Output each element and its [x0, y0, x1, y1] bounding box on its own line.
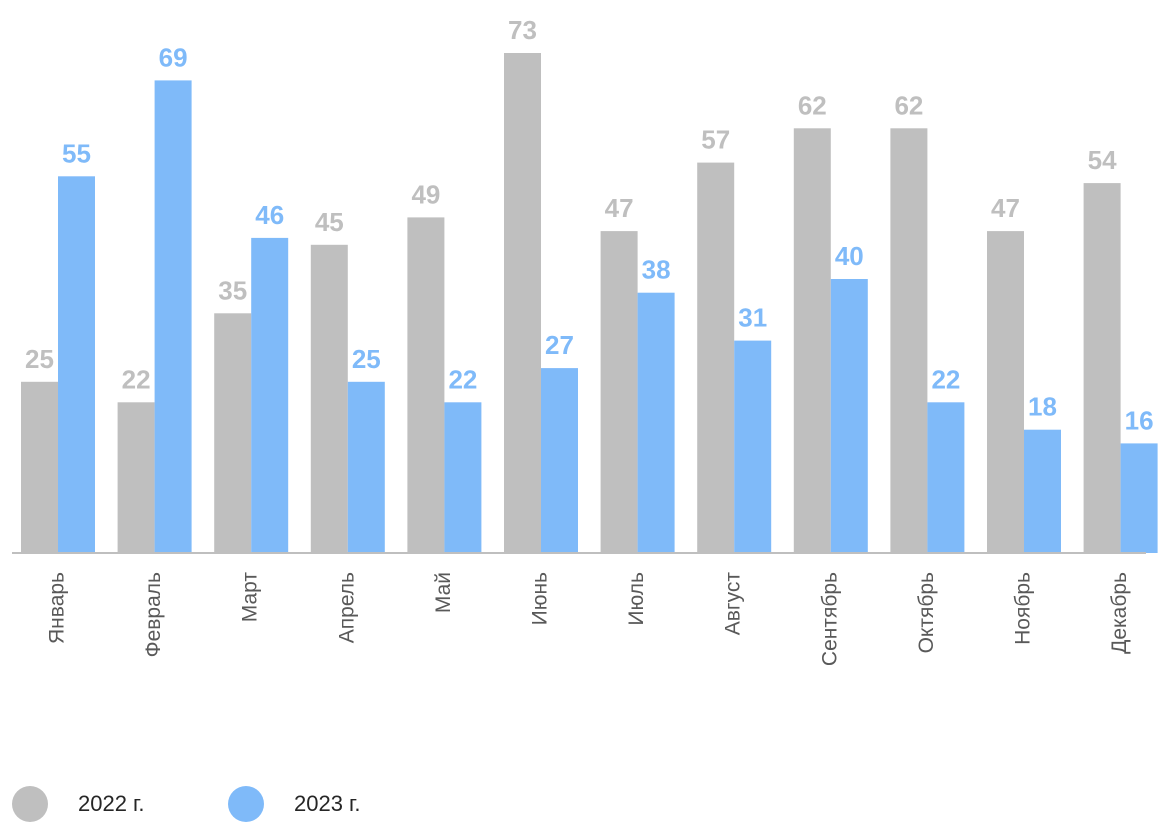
- bar-2023-г-июль: [637, 292, 675, 553]
- bar-2022-г-март: [214, 313, 252, 554]
- x-tick-label-сентябрь: Сентябрь: [818, 572, 841, 666]
- data-label-2023-г-июнь: 27: [545, 330, 574, 360]
- data-label-2023-г-ноябрь: 18: [1028, 392, 1057, 422]
- data-label-2022-г-апрель: 45: [315, 207, 344, 237]
- data-label-2023-г-апрель: 25: [352, 344, 381, 374]
- x-tick-label-май: Май: [432, 572, 455, 613]
- legend-label-2022: 2022 г.: [78, 791, 145, 816]
- data-label-2023-г-сентябрь: 40: [835, 241, 864, 271]
- data-label-2022-г-январь: 25: [25, 344, 54, 374]
- x-tick-label-июль: Июль: [625, 572, 648, 626]
- chart-category-labels: Январь Февраль Март Апрель Май Июнь Июль Август…: [46, 572, 1132, 666]
- chart-legend: 2022 г. 2023 г.: [0, 786, 1159, 822]
- bar-2022-г-май: [407, 217, 445, 553]
- chart-bars: [21, 53, 1158, 554]
- x-tick-label-март: Март: [239, 572, 262, 623]
- bar-2022-г-февраль: [117, 402, 155, 553]
- bar-2022-г-апрель: [310, 244, 348, 554]
- data-label-2022-г-декабрь: 54: [1088, 145, 1117, 175]
- bar-2023-г-сентябрь: [830, 279, 868, 553]
- bar-2022-г-декабрь: [1083, 183, 1121, 553]
- data-label-2022-г-июнь: 73: [508, 15, 537, 45]
- data-label-2023-г-май: 22: [448, 364, 477, 394]
- data-label-2022-г-август: 57: [701, 125, 730, 155]
- data-label-2023-г-январь: 55: [62, 138, 91, 168]
- bar-2022-г-сентябрь: [793, 128, 831, 554]
- data-label-2023-г-декабрь: 16: [1125, 405, 1154, 435]
- legend-item-2022: 2022 г.: [12, 786, 145, 822]
- bar-2023-г-май: [444, 402, 482, 553]
- bar-2022-г-июль: [600, 231, 638, 553]
- x-tick-label-январь: Январь: [46, 572, 69, 644]
- bar-2023-г-январь: [58, 176, 95, 554]
- legend-label-2023: 2023 г.: [294, 791, 361, 816]
- x-tick-label-декабрь: Декабрь: [1108, 572, 1131, 654]
- bar-2022-г-август: [697, 162, 735, 553]
- bar-2022-г-ноябрь: [987, 231, 1024, 553]
- data-label-2022-г-май: 49: [411, 179, 440, 209]
- data-label-2023-г-июль: 38: [642, 255, 671, 285]
- data-label-2022-г-ноябрь: 47: [991, 193, 1020, 223]
- x-tick-label-ноябрь: Ноябрь: [1012, 572, 1035, 645]
- data-label-2022-г-март: 35: [218, 275, 247, 305]
- bar-2023-г-ноябрь: [1024, 429, 1061, 553]
- x-tick-label-июнь: Июнь: [529, 572, 552, 625]
- x-tick-label-октябрь: Октябрь: [915, 572, 938, 653]
- bar-chart: 25 55 22 69 35 46 45 25 49 22 73 27 47 38 57 31 62 40 62 22…: [12, 15, 1158, 666]
- data-label-2022-г-февраль: 22: [122, 364, 151, 394]
- bar-2023-г-октябрь: [927, 402, 965, 553]
- bar-2023-г-июнь: [541, 368, 578, 553]
- data-label-2023-г-февраль: 69: [159, 42, 188, 72]
- bar-2023-г-март: [251, 237, 289, 553]
- chart-value-labels: 25 55 22 69 35 46 45 25 49 22 73 27 47 38 57 31 62 40 62 22…: [25, 15, 1154, 435]
- x-tick-label-февраль: Февраль: [142, 572, 165, 657]
- bar-2022-г-январь: [21, 381, 58, 554]
- bar-2023-г-апрель: [347, 381, 385, 554]
- data-label-2023-г-октябрь: 22: [931, 364, 960, 394]
- data-label-2022-г-октябрь: 62: [894, 90, 923, 120]
- legend-item-2023: 2023 г.: [228, 786, 361, 822]
- x-tick-label-август: Август: [722, 572, 745, 636]
- bar-2022-г-июнь: [504, 53, 541, 553]
- bar-2023-г-декабрь: [1120, 443, 1158, 553]
- x-tick-label-апрель: Апрель: [335, 572, 358, 643]
- bar-2023-г-февраль: [154, 80, 192, 554]
- legend-swatch-2023: [228, 786, 264, 822]
- data-label-2023-г-август: 31: [738, 303, 767, 333]
- bar-2023-г-август: [734, 340, 772, 553]
- legend-swatch-2022: [12, 786, 48, 822]
- data-label-2023-г-март: 46: [255, 200, 284, 230]
- data-label-2022-г-июль: 47: [605, 193, 634, 223]
- bar-2022-г-октябрь: [890, 128, 928, 554]
- data-label-2022-г-сентябрь: 62: [798, 90, 827, 120]
